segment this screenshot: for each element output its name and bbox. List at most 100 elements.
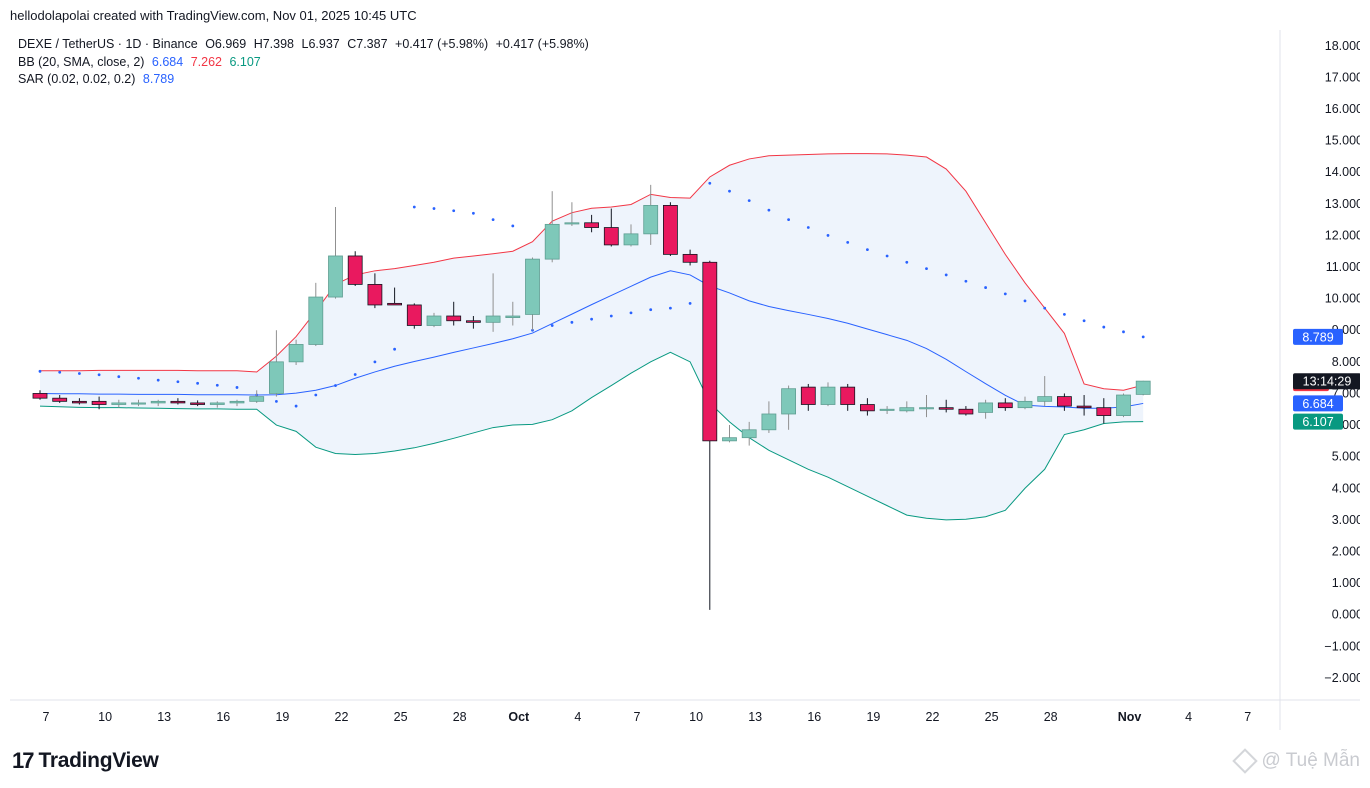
candle-body: [741, 429, 757, 439]
y-tick-label: 1.000: [1332, 576, 1360, 590]
sar-dot: [196, 381, 200, 385]
sar-dot: [491, 218, 495, 222]
candle-body: [682, 253, 698, 263]
price-label-box: [1293, 373, 1360, 390]
legend-sar-row: SAR (0.02, 0.02, 0.2) 8.789: [18, 71, 589, 89]
sar-dot: [511, 224, 515, 228]
sar-dot: [590, 317, 593, 321]
legend-change: +0.417 (+5.98%): [395, 37, 489, 51]
tradingview-logo[interactable]: 17 TradingView: [12, 748, 159, 774]
candle-body: [347, 255, 363, 285]
legend-bb-label[interactable]: BB (20, SMA, close, 2): [18, 54, 145, 69]
x-tick-label: 22: [335, 710, 349, 724]
candle-body: [150, 400, 166, 404]
y-tick-label: 2.000: [1332, 544, 1360, 558]
candle-body: [860, 404, 875, 412]
candle-body: [722, 437, 737, 442]
sar-dot: [570, 320, 574, 324]
chart-area[interactable]: 18.000 17.000 16.000 15.000 14.000 13.000 12.0…: [10, 30, 1360, 730]
x-tick-label: 22: [926, 710, 940, 724]
sar-dot: [314, 393, 318, 397]
legend-low: L6.937: [301, 37, 340, 51]
sar-dot: [452, 209, 456, 213]
y-tick-label: 4.000: [1332, 481, 1360, 495]
candle-body: [446, 315, 462, 322]
y-tick-label: 14.000: [1325, 165, 1360, 179]
legend-sar-label[interactable]: SAR (0.02, 0.02, 0.2): [18, 72, 136, 86]
sar-dot: [944, 273, 948, 277]
sar-dot: [176, 380, 180, 384]
x-tick-label: 7: [634, 710, 641, 724]
price-label-text: 6.107: [1302, 415, 1333, 429]
x-tick-label: 4: [1185, 710, 1192, 724]
price-label-text: 8.789: [1302, 330, 1333, 344]
candle-body: [958, 408, 974, 415]
legend-symbol[interactable]: DEXE / TetherUS · 1D · Binance: [18, 37, 198, 51]
x-tick-label: 28: [453, 710, 467, 724]
legend-bb-row: BB (20, SMA, close, 2) 6.684 7.262 6.107: [18, 54, 589, 72]
bb-upper-line: [40, 153, 1144, 391]
sar-dot: [412, 205, 416, 209]
sar-dot: [215, 383, 219, 387]
tradingview-logo-icon: 17: [12, 748, 35, 773]
legend-high: H7.398: [253, 37, 295, 51]
diamond-icon: [1231, 748, 1258, 774]
sar-dot: [1082, 319, 1086, 323]
legend-symbol-row: DEXE / TetherUS · 1D · Binance O6.969 H7…: [18, 36, 589, 54]
candle-body: [1057, 396, 1072, 407]
candle-body: [1135, 380, 1151, 395]
sar-dot: [885, 254, 889, 258]
candle-body: [702, 261, 718, 442]
candle-body: [1076, 405, 1092, 409]
sar-dot: [964, 279, 968, 283]
legend-close: C7.387: [347, 37, 388, 51]
price-label-box: [1293, 413, 1343, 430]
candle-body: [544, 223, 560, 260]
x-tick-label: 7: [43, 710, 50, 724]
candle-body: [52, 397, 68, 402]
tradingview-wordmark: TradingView: [38, 749, 159, 772]
sar-dot: [472, 211, 475, 215]
sar-dot: [334, 384, 337, 387]
sar-dot: [925, 267, 928, 271]
candle-body: [72, 400, 87, 404]
candle-body: [505, 315, 521, 318]
candle-body: [328, 255, 343, 298]
y-tick-label: 0.000: [1332, 608, 1360, 622]
legend-bb-basis: 6.684: [151, 54, 184, 69]
candle-body: [485, 315, 501, 323]
sar-dot: [353, 373, 357, 376]
x-tick-label: 10: [98, 710, 112, 724]
candle-body: [367, 284, 383, 306]
sar-dot: [826, 234, 830, 237]
candle-body: [978, 402, 993, 413]
y-tick-label: 12.000: [1325, 228, 1360, 242]
candle-body: [190, 402, 206, 405]
candle-body: [465, 320, 481, 323]
y-tick-label: −1.000: [1324, 639, 1360, 653]
y-tick-label: 17.000: [1325, 70, 1360, 84]
candle-body: [249, 396, 265, 402]
candle-body: [406, 304, 422, 326]
candle-body: [938, 407, 954, 410]
candle-body: [603, 227, 619, 246]
sar-dot: [1122, 330, 1125, 334]
candle-body: [781, 388, 796, 415]
candle-body: [919, 407, 934, 410]
sar-dot: [1043, 306, 1047, 310]
sar-dot: [649, 308, 653, 312]
x-tick-label: 10: [689, 710, 703, 724]
y-tick-label: 8.000: [1332, 355, 1360, 369]
sar-dot: [550, 324, 554, 327]
sar-dot: [393, 347, 396, 351]
candle-body: [761, 413, 777, 431]
x-tick-label: 16: [216, 710, 230, 724]
x-tick-label: 19: [866, 710, 880, 724]
sar-dot: [275, 399, 278, 403]
y-tick-label: 11.000: [1326, 260, 1360, 274]
author-watermark: @ Tuệ Mẫn: [1231, 748, 1360, 774]
sar-dot: [866, 248, 869, 252]
price-chart-svg[interactable]: 18.000 17.000 16.000 15.000 14.000 13.000 12.0…: [10, 30, 1360, 730]
price-label-box: [1293, 328, 1343, 345]
candle-body: [663, 205, 678, 255]
